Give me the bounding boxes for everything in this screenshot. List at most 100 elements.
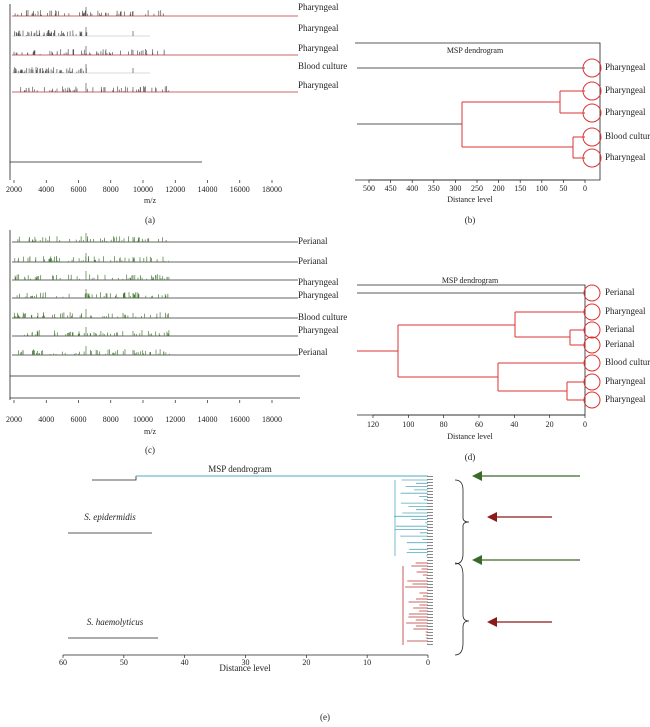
x-tick-label: 20 bbox=[302, 658, 310, 667]
label: Pharyngeal bbox=[298, 80, 339, 90]
x-tick-label: 2000 bbox=[6, 185, 22, 194]
label: Perianal bbox=[605, 287, 635, 297]
x-tick-label: 8000 bbox=[103, 185, 119, 194]
frame bbox=[355, 42, 601, 181]
peaks bbox=[14, 271, 170, 280]
circles bbox=[583, 284, 601, 409]
label: Pharyngeal bbox=[298, 23, 339, 33]
peaks bbox=[23, 327, 170, 336]
x-tick-label: 300 bbox=[449, 184, 461, 193]
dendrogram bbox=[357, 292, 585, 416]
label: S. epidermidis bbox=[84, 512, 136, 522]
spectra bbox=[12, 7, 298, 356]
x-tick-label: 100 bbox=[402, 420, 414, 429]
label: Pharyngeal bbox=[298, 43, 339, 53]
label: MSP dendrogram bbox=[447, 46, 504, 55]
x-tick-label: 0 bbox=[426, 658, 430, 667]
label: Pharyngeal bbox=[298, 277, 339, 287]
x-tick-label: 100 bbox=[536, 184, 548, 193]
label: Distance level bbox=[447, 432, 493, 441]
label: m/z bbox=[144, 427, 156, 436]
label: Perianal bbox=[298, 256, 328, 266]
x-tick-label: 500 bbox=[363, 184, 375, 193]
peaks bbox=[14, 27, 134, 36]
x-tick-label: 50 bbox=[559, 184, 567, 193]
x-tick-label: 10000 bbox=[133, 415, 153, 424]
brace bbox=[454, 479, 470, 656]
x-tick-label: 20 bbox=[546, 420, 554, 429]
label: Pharyngeal bbox=[605, 62, 646, 72]
label: Pharyngeal bbox=[298, 2, 339, 12]
underline bbox=[68, 532, 158, 639]
axis bbox=[63, 476, 428, 656]
label: Pharyngeal bbox=[605, 394, 646, 404]
label: Blood culture bbox=[605, 357, 650, 367]
label: (e) bbox=[320, 712, 330, 722]
x-tick-label: 12000 bbox=[165, 185, 185, 194]
x-tick-label: 150 bbox=[514, 184, 526, 193]
x-tick-label: 0 bbox=[583, 420, 587, 429]
x-tick-label: 14000 bbox=[198, 415, 218, 424]
x-tick-label: 10000 bbox=[133, 185, 153, 194]
x-tick-label: 60 bbox=[59, 658, 67, 667]
dendrogram bbox=[394, 476, 433, 646]
axis bbox=[9, 230, 300, 400]
x-tick-label: 40 bbox=[181, 658, 189, 667]
label: (d) bbox=[465, 452, 476, 462]
label: MSP dendrogram bbox=[208, 464, 271, 474]
label: Perianal bbox=[298, 347, 328, 357]
label: Pharyngeal bbox=[605, 306, 646, 316]
x-tick-label: 4000 bbox=[38, 185, 54, 194]
x-tick-label: 0 bbox=[583, 184, 587, 193]
label: Pharyngeal bbox=[605, 85, 646, 95]
peaks bbox=[13, 64, 134, 73]
label: Distance level bbox=[447, 195, 493, 204]
label: (a) bbox=[145, 215, 155, 225]
x-tick-label: 250 bbox=[471, 184, 483, 193]
x-tick-label: 2000 bbox=[6, 415, 22, 424]
x-tick-label: 350 bbox=[428, 184, 440, 193]
circles bbox=[582, 58, 602, 168]
peaks bbox=[14, 7, 164, 16]
x-tick-label: 6000 bbox=[71, 415, 87, 424]
label: Pharyngeal bbox=[605, 152, 646, 162]
label: Pharyngeal bbox=[298, 290, 339, 300]
x-tick-label: 400 bbox=[406, 184, 418, 193]
label: S. haemolyticus bbox=[87, 617, 144, 627]
label: Pharyngeal bbox=[605, 376, 646, 386]
x-tick-label: 30 bbox=[242, 658, 250, 667]
x-tick-label: 450 bbox=[385, 184, 397, 193]
x-tick-label: 16000 bbox=[230, 185, 250, 194]
x-tick-label: 4000 bbox=[38, 415, 54, 424]
x-tick-label: 120 bbox=[367, 420, 379, 429]
branches bbox=[402, 562, 428, 645]
label: Distance level bbox=[219, 663, 271, 673]
x-tick-label: 10 bbox=[363, 658, 371, 667]
peaks bbox=[20, 83, 170, 92]
label: Perianal bbox=[605, 339, 635, 349]
label: Blood culture bbox=[298, 61, 347, 71]
label: Blood culture bbox=[605, 131, 650, 141]
dendrogram bbox=[357, 311, 585, 401]
peaks bbox=[17, 233, 167, 242]
label: m/z bbox=[144, 196, 156, 205]
x-tick-label: 12000 bbox=[165, 415, 185, 424]
x-tick-label: 14000 bbox=[198, 185, 218, 194]
x-tick-label: 50 bbox=[120, 658, 128, 667]
label: Blood culture bbox=[298, 312, 347, 322]
label: (c) bbox=[145, 445, 155, 455]
label: Perianal bbox=[605, 324, 635, 334]
peaks bbox=[13, 46, 165, 55]
label: Pharyngeal bbox=[605, 107, 646, 117]
x-tick-label: 18000 bbox=[262, 185, 282, 194]
arrows bbox=[472, 471, 580, 627]
x-tick-label: 40 bbox=[510, 420, 518, 429]
label: Pharyngeal bbox=[298, 325, 339, 335]
peaks bbox=[14, 253, 169, 262]
label: (b) bbox=[465, 215, 476, 225]
label: Perianal bbox=[298, 236, 328, 246]
x-tick-label: 8000 bbox=[103, 415, 119, 424]
peaks bbox=[16, 289, 169, 298]
x-tick-label: 60 bbox=[475, 420, 483, 429]
